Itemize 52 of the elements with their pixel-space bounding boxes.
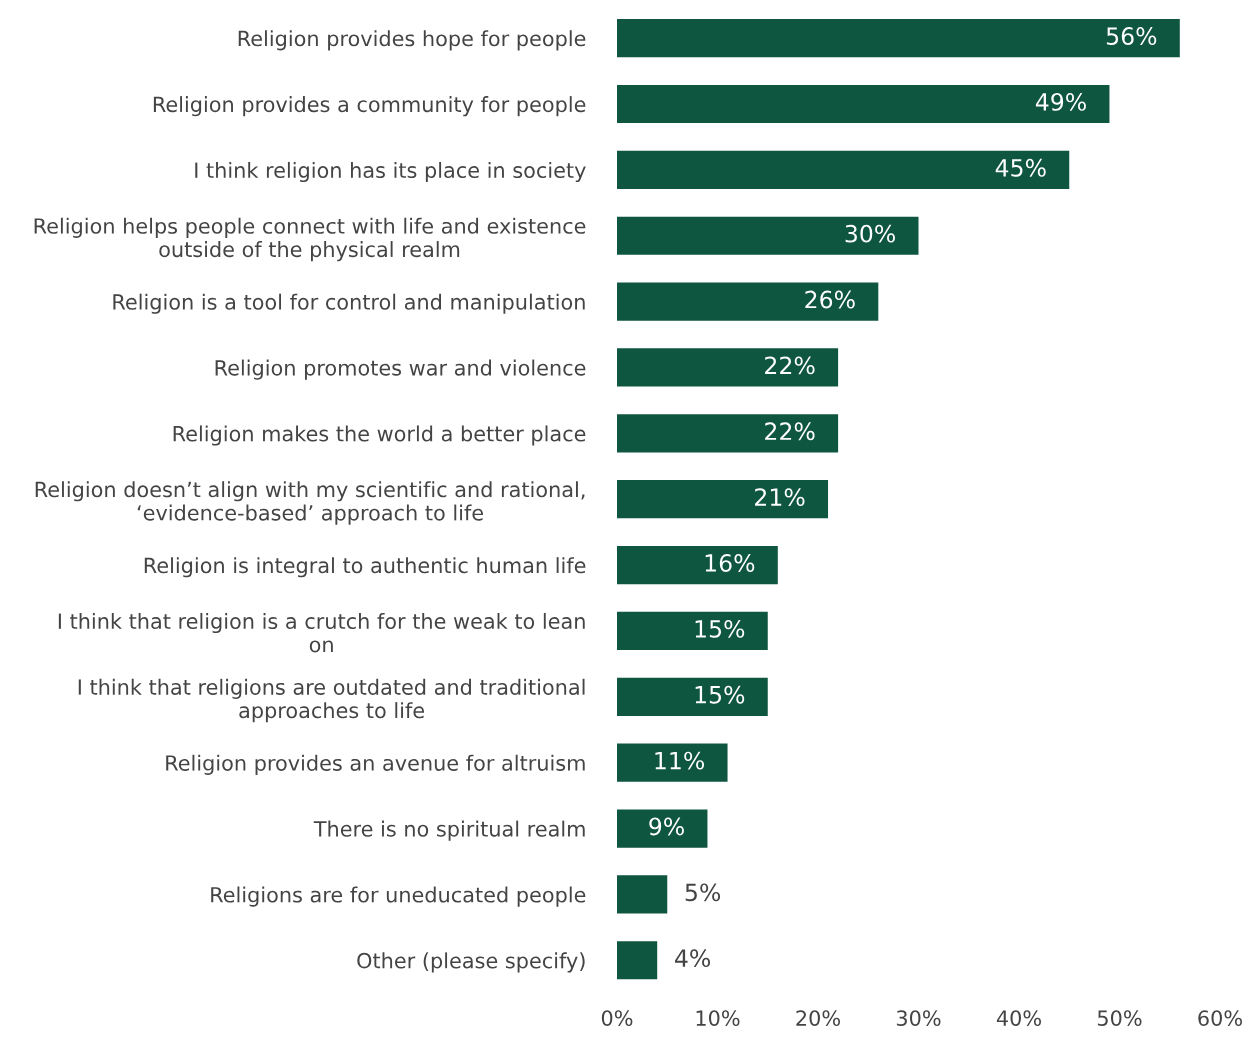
bar	[617, 480, 829, 519]
x-tick-label: 60%	[1198, 1010, 1242, 1026]
bar	[617, 84, 1110, 124]
bar	[617, 216, 919, 255]
x-tick-label: 0%	[601, 1010, 633, 1026]
y-tick-label: Religion is a tool for control and manipulation	[113, 293, 585, 314]
data-label: 22%	[765, 356, 815, 375]
bar	[617, 19, 1180, 58]
bar	[617, 150, 1070, 189]
bar	[617, 282, 879, 321]
bar	[617, 348, 839, 387]
bar	[617, 809, 708, 848]
data-label: 30%	[845, 224, 895, 243]
bar	[617, 545, 778, 585]
data-label: 49%	[1035, 92, 1086, 111]
y-tick-label: Religion provides hope for people	[238, 30, 586, 51]
y-tick-label: Religion makes the world a better place	[173, 425, 586, 446]
bar	[617, 941, 658, 980]
data-label: 15%	[695, 685, 745, 704]
bar	[617, 875, 668, 914]
bar	[617, 611, 768, 651]
data-label: 9%	[649, 817, 684, 836]
y-tick-label: Religions are for uneducated people	[211, 886, 586, 907]
data-label: 5%	[685, 883, 721, 902]
y-tick-label: Religion doesn’t align with my scientific and rational, ‘evidence-based’ approach to life	[35, 481, 585, 525]
data-label: 22%	[765, 422, 815, 441]
data-label: 56%	[1106, 27, 1157, 45]
data-label: 45%	[995, 158, 1046, 177]
y-tick-label: Religion helps people connect with life and existence outside of the physical realm	[34, 217, 586, 262]
y-tick-label: Other (please specify)	[357, 952, 585, 973]
y-tick-label: There is no spiritual realm	[313, 820, 585, 841]
x-tick-label: 10%	[696, 1010, 740, 1026]
y-tick-label: Religion provides an avenue for altruism	[166, 754, 585, 775]
y-tick-label: Religion promotes war and violence	[215, 359, 586, 380]
y-tick-label: I think that religions are outdated and traditional approaches to life	[78, 678, 585, 723]
y-tick-label: I think that religion is a crutch for the weak to lean on	[58, 612, 585, 653]
bar	[617, 743, 728, 782]
y-tick-label: Religion provides a community for people	[153, 96, 586, 117]
bar	[617, 414, 839, 453]
x-tick-label: 20%	[796, 1010, 840, 1026]
data-label: 11%	[655, 751, 705, 770]
y-tick-label: I think religion has its place in society	[195, 161, 586, 183]
y-tick-label: Religion is integral to authentic human life	[144, 557, 586, 578]
x-tick-label: 30%	[896, 1010, 941, 1026]
data-label: 15%	[695, 619, 745, 638]
x-tick-label: 40%	[996, 1010, 1041, 1026]
data-label: 4%	[675, 949, 711, 968]
x-tick-label: 50%	[1097, 1010, 1142, 1026]
data-label: 16%	[705, 554, 755, 572]
bar	[617, 677, 768, 716]
data-label: 26%	[805, 290, 855, 309]
data-label: 21%	[755, 488, 805, 507]
